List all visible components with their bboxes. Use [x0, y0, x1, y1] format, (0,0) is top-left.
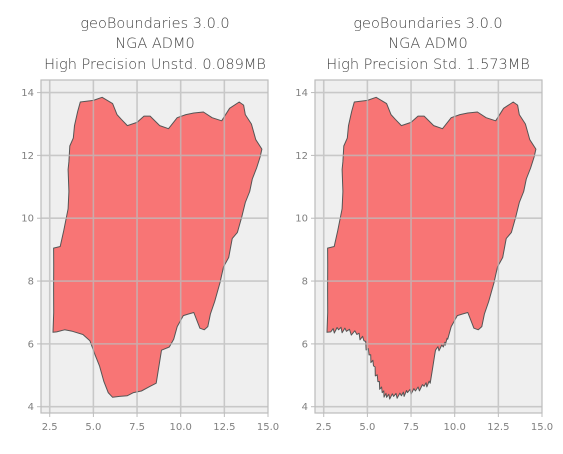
panel-title-line-2: NGA ADM0	[115, 36, 194, 52]
grid-lines	[315, 80, 542, 413]
panel-title-line-3: High Precision Std. 1.573MB	[326, 57, 530, 73]
x-tick-label: 10.0	[444, 422, 466, 433]
map-panel-unstandardized: geoBoundaries 3.0.0 NGA ADM0 High Precis…	[21, 16, 279, 433]
y-tick-label: 14	[21, 88, 34, 99]
y-tick-label: 14	[295, 88, 308, 99]
x-tick-label: 15.0	[531, 422, 553, 433]
y-tick-label: 12	[295, 151, 308, 162]
y-tick-label: 4	[302, 402, 308, 413]
y-tick-label: 8	[302, 277, 308, 288]
y-tick-label: 10	[295, 214, 308, 225]
x-tick-label: 5.0	[359, 422, 375, 433]
y-tick-label: 6	[28, 339, 34, 350]
y-tick-label: 10	[21, 214, 34, 225]
x-tick-label: 12.5	[213, 422, 235, 433]
panel-title-line-1: geoBoundaries 3.0.0	[80, 16, 229, 32]
grid-lines	[41, 80, 268, 413]
y-tick-label: 4	[28, 402, 34, 413]
x-tick-label: 2.5	[42, 422, 58, 433]
map-panel-standardized: geoBoundaries 3.0.0 NGA ADM0 High Precis…	[295, 16, 553, 433]
y-tick-label: 12	[21, 151, 34, 162]
panel-title-line-3: High Precision Unstd. 0.089MB	[44, 57, 266, 73]
x-tick-label: 10.0	[170, 422, 192, 433]
panel-title-line-2: NGA ADM0	[388, 36, 467, 52]
x-tick-label: 12.5	[487, 422, 509, 433]
country-boundary-polygon	[52, 96, 263, 398]
country-boundary-polygon	[326, 96, 537, 400]
x-tick-label: 7.5	[129, 422, 145, 433]
x-tick-label: 5.0	[85, 422, 101, 433]
x-tick-label: 2.5	[316, 422, 332, 433]
x-tick-label: 7.5	[403, 422, 419, 433]
x-tick-label: 15.0	[257, 422, 279, 433]
y-tick-label: 8	[28, 277, 34, 288]
panel-title-line-1: geoBoundaries 3.0.0	[353, 16, 502, 32]
y-tick-label: 6	[302, 339, 308, 350]
